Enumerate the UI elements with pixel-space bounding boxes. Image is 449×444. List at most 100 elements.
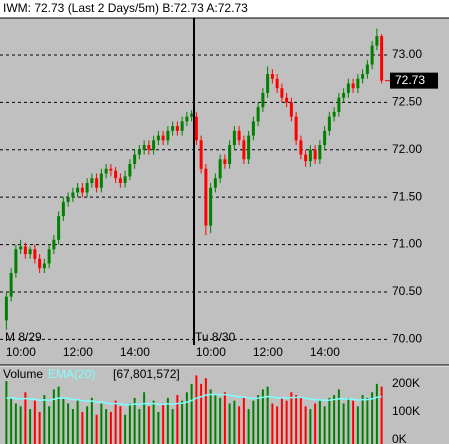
volume-bar — [314, 403, 317, 444]
volume-bar — [162, 403, 165, 444]
candle-body — [104, 168, 108, 174]
chart-title: IWM: 72.73 (Last 2 Days/5m) B:72.73 A:72… — [3, 1, 248, 15]
volume-bar — [105, 409, 108, 444]
volume-bar — [347, 397, 350, 444]
candle-body — [123, 176, 127, 183]
volume-bar — [52, 389, 55, 444]
x-tick-label: 10:00 — [196, 345, 226, 359]
volume-bar — [95, 414, 98, 444]
candle-body — [361, 74, 365, 79]
volume-bar — [304, 406, 307, 444]
volume-bar — [48, 406, 51, 444]
volume-bar — [233, 400, 236, 444]
volume-bar — [204, 378, 207, 444]
candle-body — [275, 78, 279, 89]
candle-body — [185, 116, 189, 122]
candle-body — [76, 187, 80, 193]
volume-bar — [19, 406, 22, 444]
x-tick-label: 12:00 — [63, 345, 93, 359]
candle-body — [190, 113, 194, 117]
candle-body — [99, 173, 103, 188]
volume-bar — [90, 397, 93, 444]
volume-bar — [147, 406, 150, 444]
candle-body — [209, 187, 213, 226]
volume-bar — [29, 409, 32, 444]
candle-body — [285, 97, 289, 103]
candle-body — [365, 64, 369, 75]
volume-bar — [266, 386, 269, 444]
candle-body — [327, 116, 331, 131]
volume-bar — [100, 403, 103, 444]
volume-bar — [238, 406, 241, 444]
candle-body — [85, 182, 89, 193]
volume-bar — [228, 403, 231, 444]
volume-bar — [38, 411, 41, 444]
x-tick-label: 12:00 — [253, 345, 283, 359]
candle-body — [161, 135, 165, 141]
volume-bar — [81, 411, 84, 444]
candle-body — [147, 145, 151, 150]
volume-bar — [223, 392, 226, 444]
candle-body — [289, 102, 293, 117]
candle-body — [95, 178, 99, 188]
candle-body — [57, 216, 61, 240]
candle-body — [180, 121, 184, 131]
y-tick-label: 0K — [392, 432, 407, 444]
candle-body — [223, 159, 227, 165]
volume-total: [67,801,572] — [113, 367, 180, 381]
candle-body — [323, 130, 327, 146]
volume-bar — [14, 403, 17, 444]
candle-body — [38, 258, 42, 269]
candle-body — [251, 121, 255, 136]
volume-bar — [285, 400, 288, 444]
volume-bar — [33, 400, 36, 444]
candle-body — [80, 187, 84, 193]
volume-bar — [67, 403, 70, 444]
volume-bar — [352, 400, 355, 444]
volume-bar — [190, 383, 193, 444]
candle-body — [304, 154, 308, 162]
volume-bar — [242, 397, 245, 444]
y-tick-label: 70.50 — [392, 284, 422, 298]
volume-bar — [181, 400, 184, 444]
candle-body — [337, 97, 341, 112]
last-price-box — [390, 72, 438, 89]
title-bar — [0, 0, 449, 18]
volume-bar — [276, 406, 279, 444]
candle-body — [66, 197, 70, 202]
volume-bar — [185, 392, 188, 444]
volume-bar — [43, 395, 46, 444]
y-tick-label: 70.00 — [392, 331, 422, 345]
candle-body — [270, 74, 274, 79]
candle-body — [299, 140, 303, 155]
candle-body — [375, 36, 379, 46]
candle-body — [23, 246, 27, 255]
volume-bar — [62, 397, 65, 444]
volume-bar — [157, 411, 160, 444]
volume-bar — [328, 397, 331, 444]
date-label: Tu 8/30 — [195, 330, 236, 344]
volume-bar — [361, 395, 364, 444]
x-tick-label: 14:00 — [120, 345, 150, 359]
volume-bar — [252, 400, 255, 444]
volume-bar — [71, 409, 74, 444]
candle-body — [14, 249, 18, 273]
y-tick-label: 73.00 — [392, 47, 422, 61]
volume-bar — [10, 397, 13, 444]
candle-body — [152, 140, 156, 150]
candle-body — [380, 36, 384, 81]
volume-bar — [133, 397, 136, 444]
candle-body — [351, 83, 355, 89]
volume-bar — [295, 395, 298, 444]
candle-body — [232, 130, 236, 146]
volume-bar — [323, 406, 326, 444]
candle-body — [128, 164, 132, 177]
candle-body — [133, 154, 137, 165]
volume-bar — [380, 386, 383, 444]
volume-bar — [209, 389, 212, 444]
volume-bar — [261, 389, 264, 444]
candle-body — [156, 135, 160, 141]
candle-body — [52, 239, 56, 250]
volume-bar — [138, 409, 141, 444]
